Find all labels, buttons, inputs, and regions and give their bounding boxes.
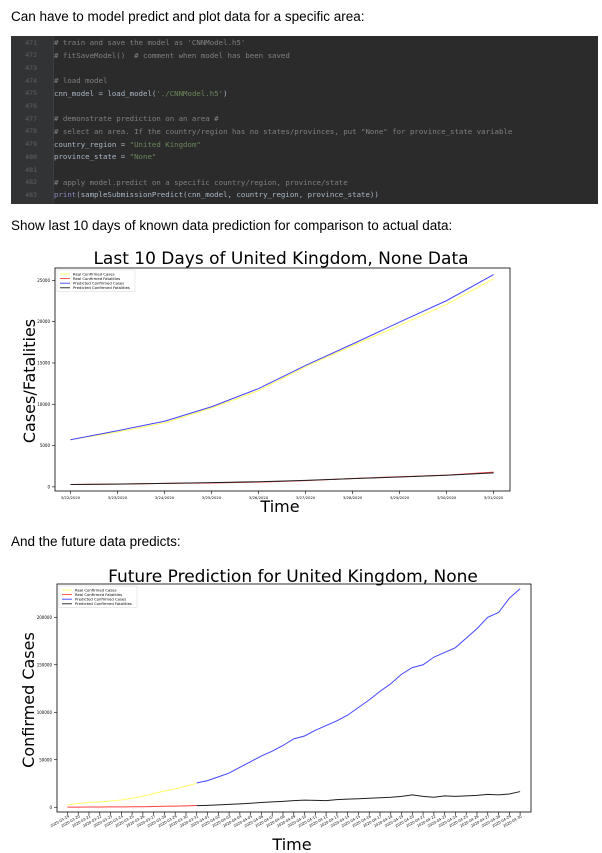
line-number: 474 xyxy=(25,76,37,85)
line-number: 473 xyxy=(25,63,37,72)
code-token: # train and save the model as 'CNNModel.… xyxy=(54,38,246,47)
x-tick-label: 3/30/2020 xyxy=(437,495,457,500)
line-number: 477 xyxy=(25,114,37,123)
code-token: cnn_model = load_model( xyxy=(54,88,157,98)
y-tick-label: 20000 xyxy=(37,319,50,324)
legend-label: Real Confirmed Cases xyxy=(73,271,115,276)
code-token: # select an area. If the country/region … xyxy=(54,126,513,136)
y-tick-label: 15000 xyxy=(37,360,50,365)
y-tick-label: 200000 xyxy=(37,615,53,620)
legend-box xyxy=(56,269,136,292)
code-line: # load model xyxy=(54,76,107,85)
y-tick-label: 5000 xyxy=(40,443,51,448)
y-axis-label: Cases/Fatalities xyxy=(20,319,39,443)
series-line-3 xyxy=(196,588,521,784)
line-number-gutter: 471 472 473 474 475 476 477 478 479 480 481 482 483 xyxy=(11,36,54,204)
series-line-3 xyxy=(70,274,494,441)
code-token: # load model xyxy=(54,76,108,86)
series-line-4 xyxy=(70,472,494,486)
y-axis-label: Confirmed Cases xyxy=(19,632,38,768)
x-tick-label: 3/22/2020 xyxy=(61,495,81,500)
intro-text: Can have to model predict and plot data … xyxy=(11,9,365,24)
plot-frame xyxy=(54,267,511,492)
code-token: print xyxy=(54,190,77,200)
y-tick-label: 0 xyxy=(47,484,50,489)
line-number: 475 xyxy=(25,89,37,98)
y-tick-label: 50000 xyxy=(39,757,52,762)
y-tick-label: 25000 xyxy=(37,278,50,283)
code-token: './CNNModel.h5' xyxy=(156,88,224,98)
chart-title: Last 10 Days of United Kingdom, None Dat… xyxy=(93,249,468,269)
code-token: # apply model.predict on a specific coun… xyxy=(54,177,348,187)
code-token: # fitSaveModel() # comment when model ha… xyxy=(54,50,290,60)
code-token: "None" xyxy=(129,152,157,162)
series-line-4 xyxy=(196,791,521,807)
code-line: # demonstrate prediction on an area # xyxy=(54,114,219,123)
x-tick-label: 3/29/2020 xyxy=(390,495,410,500)
legend-label: Real Confirmed Fatalities xyxy=(73,276,120,281)
series-line-1 xyxy=(70,278,494,441)
line-number: 481 xyxy=(25,165,37,174)
future-chart: 0500001000001500002000002020-03-192020-0… xyxy=(19,567,532,853)
last10-text: Show last 10 days of known data predicti… xyxy=(11,218,453,233)
code-line: cnn_model = load_model('./CNNModel.h5') xyxy=(54,89,228,98)
series-line-1 xyxy=(67,782,197,806)
code-token: province_state = xyxy=(54,152,130,162)
x-tick-label: 3/26/2020 xyxy=(249,495,269,500)
plot-frame xyxy=(56,583,532,813)
legend-label: Predicted Confirmed Cases xyxy=(73,281,124,286)
code-line: print(sampleSubmissionPredict(cnn_model,… xyxy=(54,190,379,199)
x-tick-label: 3/27/2020 xyxy=(296,495,316,500)
last10-chart: 0 5000 10000 15000 20000 25000 3/22/2020 3/23/2… xyxy=(20,249,511,516)
series-line-2 xyxy=(67,805,197,808)
x-tick-label: 3/23/2020 xyxy=(108,495,128,500)
x-axis-label: Time xyxy=(259,497,299,516)
line-number: 472 xyxy=(25,51,37,60)
code-token: # demonstrate prediction on an area # xyxy=(54,114,219,124)
code-line: # train and save the model as 'CNNModel.… xyxy=(54,38,245,47)
code-token: ) xyxy=(223,88,228,98)
x-tick-label: 3/28/2020 xyxy=(343,495,363,500)
legend-label: Real Confirmed Fatalities xyxy=(75,592,122,597)
x-tick-label: 3/24/2020 xyxy=(155,495,175,500)
line-number: 476 xyxy=(25,102,37,110)
line-number: 471 xyxy=(25,38,37,47)
code-token: (sampleSubmissionPredict(cnn_model, coun… xyxy=(76,190,379,200)
y-tick-label: 0 xyxy=(49,805,52,810)
x-tick-label: 3/25/2020 xyxy=(202,495,222,500)
code-line: country_region = "United Kingdom" xyxy=(54,140,201,149)
code-token: country_region = xyxy=(54,139,130,149)
line-number: 480 xyxy=(25,152,37,161)
code-line: province_state = "None" xyxy=(54,152,156,161)
line-number: 483 xyxy=(25,190,37,199)
x-axis-label: Time xyxy=(271,835,311,853)
y-tick-label: 100000 xyxy=(37,710,53,715)
line-number: 482 xyxy=(25,178,37,187)
x-tick-label: 3/31/2020 xyxy=(484,495,504,500)
legend-box xyxy=(58,585,138,608)
code-line: # apply model.predict on a specific coun… xyxy=(54,178,348,187)
line-number: 478 xyxy=(25,127,37,136)
future-text: And the future data predicts: xyxy=(11,534,181,549)
y-tick-label: 10000 xyxy=(37,402,50,407)
legend-label: Predicted Confirmed Fatalities xyxy=(73,285,130,290)
code-screenshot: 471 472 473 474 475 476 477 478 479 480 481 482 483 … xyxy=(11,36,598,204)
code-token: "United Kingdom" xyxy=(129,139,201,149)
chart-title: Future Prediction for United Kingdom, No… xyxy=(108,567,478,587)
legend-label: Predicted Confirmed Cases xyxy=(75,597,126,602)
line-number: 479 xyxy=(25,140,37,149)
y-tick-label: 150000 xyxy=(37,662,53,667)
code-line: # select an area. If the country/region … xyxy=(54,127,512,136)
legend-label: Real Confirmed Cases xyxy=(75,587,117,592)
legend-label: Predicted Confirmed Fatalities xyxy=(75,601,132,606)
code-line: # fitSaveModel() # comment when model ha… xyxy=(54,51,290,60)
